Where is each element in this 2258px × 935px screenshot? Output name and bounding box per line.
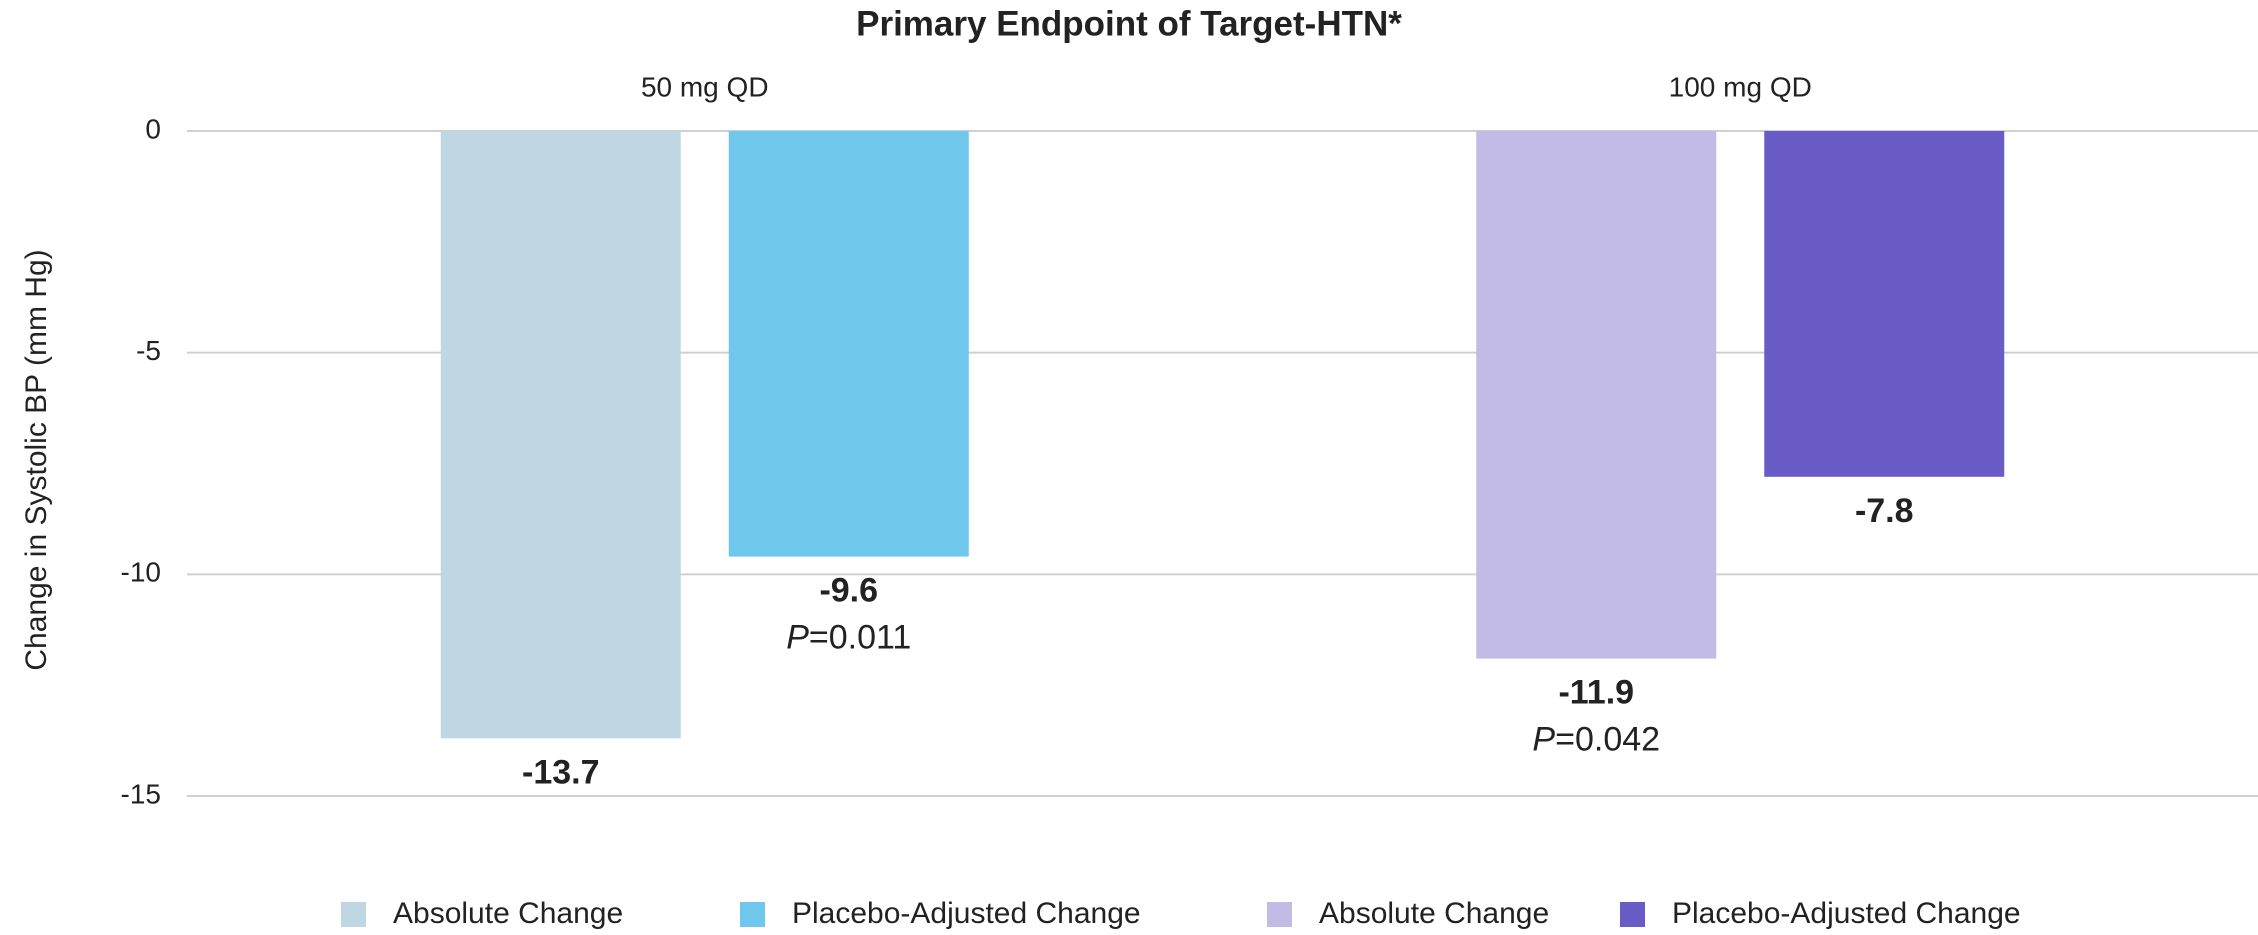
y-tick-label: 0 [145, 113, 161, 144]
annotation: P=0.042 [1532, 721, 1660, 759]
legend-label: Placebo-Adjusted Change [792, 897, 1141, 930]
bar [440, 131, 681, 739]
annotation-text: =0.011 [809, 619, 911, 657]
chart-title: Primary Endpoint of Target-HTN* [856, 4, 1402, 43]
y-axis-label: Change in Systolic BP (mm Hg) [20, 249, 53, 670]
value-label: -9.6 [819, 572, 878, 610]
legend-swatch [740, 902, 765, 927]
annotation-text: =0.042 [1555, 721, 1660, 759]
legend-swatch [1267, 902, 1292, 927]
value-label: -13.7 [522, 753, 600, 791]
legend-label: Placebo-Adjusted Change [1672, 897, 2021, 930]
y-tick-label: -5 [136, 335, 161, 366]
bar [1764, 131, 2005, 477]
value-label: -7.8 [1855, 492, 1914, 530]
category-label: 50 mg QD [641, 71, 769, 102]
bar [1476, 131, 1717, 659]
value-label: -11.9 [1558, 674, 1634, 712]
annotation: P=0.011 [786, 619, 911, 657]
annotation-italic: P [786, 619, 809, 657]
bar [728, 131, 969, 557]
y-tick-label: -15 [121, 778, 161, 809]
category-label: 100 mg QD [1669, 71, 1812, 102]
legend-label: Absolute Change [1319, 897, 1549, 930]
legend-swatch [1620, 902, 1645, 927]
y-tick-label: -10 [121, 557, 161, 588]
legend-swatch [341, 902, 366, 927]
annotation-italic: P [1532, 721, 1555, 759]
legend-label: Absolute Change [393, 897, 623, 930]
